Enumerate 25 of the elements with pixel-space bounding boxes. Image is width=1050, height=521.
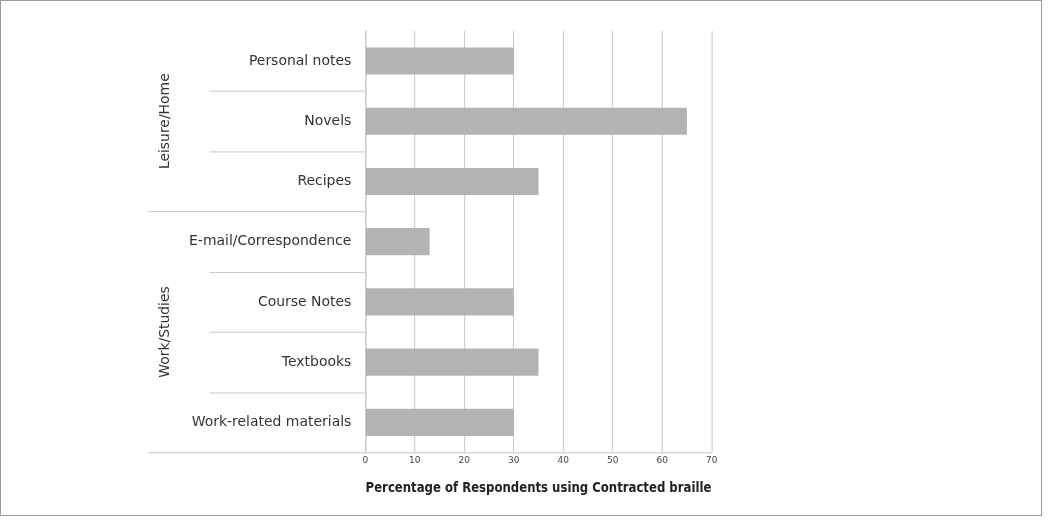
y-tick-label: Personal notes: [248, 51, 352, 68]
y-tick-label: Course Notes: [257, 292, 352, 309]
y-tick-label: Recipes: [297, 172, 352, 189]
x-tick-label: 10: [409, 455, 421, 466]
x-tick-label: 30: [508, 455, 520, 466]
text: Work/Studies: [156, 286, 173, 378]
x-tick-label: 70: [705, 455, 718, 466]
bar: [365, 408, 514, 436]
y-tick-label: Textbooks: [280, 352, 352, 369]
x-tick-label: 20: [458, 455, 471, 466]
bar: [365, 167, 539, 195]
y-tick-label: Novels: [304, 111, 352, 128]
x-axis-title: Percentage of Respondents using Contracted braille: [365, 478, 712, 496]
text: Leisure/Home: [156, 73, 173, 170]
y-tick-label: E-mail/Correspondence: [189, 232, 352, 249]
bar: [365, 348, 539, 376]
x-tick-label: 0: [362, 455, 369, 466]
bar: [365, 288, 514, 316]
bar: [365, 228, 430, 256]
x-tick-label: 60: [656, 455, 669, 466]
bar: [365, 47, 514, 75]
x-tick-label: 50: [606, 455, 619, 466]
x-tick-label: 40: [557, 455, 570, 466]
bar: [365, 107, 687, 135]
y-tick-label: Work-related materials: [191, 412, 352, 429]
